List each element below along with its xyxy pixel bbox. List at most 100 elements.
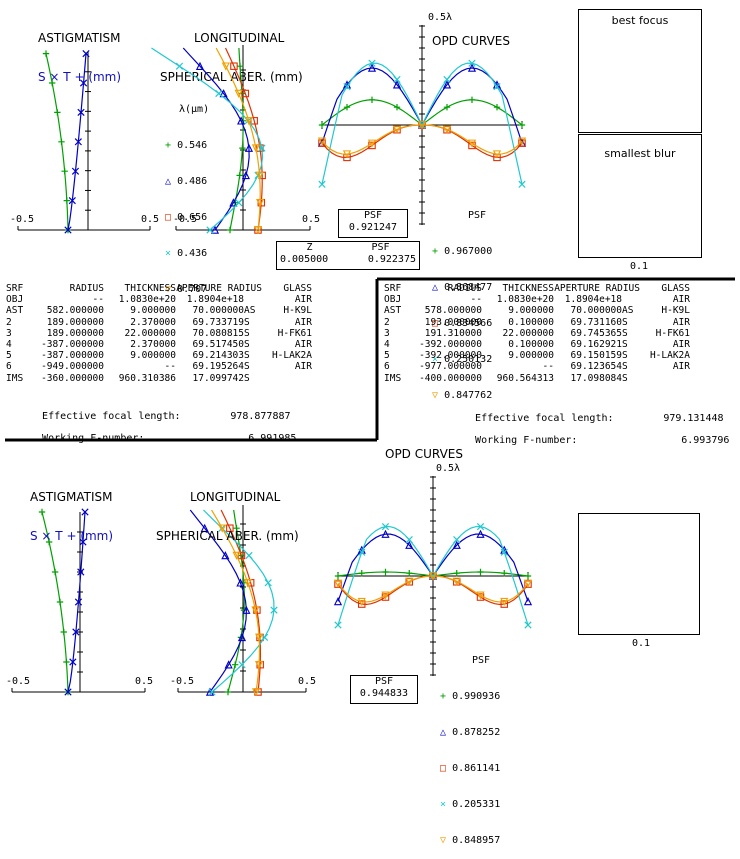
- cross-icon: [81, 508, 89, 516]
- triangle-down-icon: [221, 62, 230, 71]
- cross-icon: [245, 551, 253, 560]
- top-lsa-tick-left: -0.5: [173, 214, 198, 225]
- square-icon: [500, 600, 508, 608]
- cross-icon: [68, 196, 76, 205]
- table-cell: 69.731160: [570, 316, 622, 328]
- psf-row: + 0.990936: [440, 691, 501, 702]
- plus-icon: [477, 568, 484, 576]
- table-cell: 1.8904e+18: [186, 294, 244, 306]
- cross-icon: [71, 167, 80, 175]
- triangle-down-icon: ▽: [432, 390, 439, 401]
- table-cell: -392.000000: [419, 339, 482, 351]
- table-cell: AIR: [672, 339, 690, 351]
- triangle-icon: [237, 632, 247, 642]
- plus-icon: [54, 109, 61, 116]
- plus-icon: [406, 569, 413, 577]
- triangle-down-icon: [255, 633, 264, 642]
- plus-icon: [63, 658, 70, 666]
- plus-icon: [358, 569, 365, 577]
- cross-icon: [358, 548, 366, 556]
- square-icon: [357, 600, 366, 608]
- z-psf-box: Z PSF 0.005000 0.922375: [276, 241, 420, 270]
- square-icon: [318, 139, 326, 147]
- table-cell: S: [244, 316, 250, 328]
- table-cell: 2.370000: [130, 316, 176, 328]
- opd-curve: [337, 575, 529, 603]
- plus-icon: [453, 569, 460, 577]
- table-cell: --: [542, 361, 554, 373]
- table-cell: 189.000000: [46, 327, 104, 339]
- table-cell: 70.000000: [192, 305, 244, 317]
- table-cell: H-FK61: [277, 327, 312, 339]
- table-cell: 69.733719: [192, 316, 244, 328]
- triangle-icon: [333, 597, 343, 606]
- table-cell: 9.000000: [130, 350, 176, 362]
- plus-icon: [224, 688, 232, 696]
- cross-icon: [74, 598, 83, 606]
- triangle-down-icon: [255, 198, 265, 208]
- table-cell: 2: [384, 316, 390, 328]
- table-cell: 193.000000: [424, 316, 482, 328]
- triangle-down-icon: [442, 125, 452, 134]
- table-cell: -400.000000: [419, 372, 482, 384]
- column-header: SRF: [384, 283, 402, 294]
- table-cell: S: [622, 327, 628, 339]
- table-row: IMS -400.000000 960.564313 17.098084 S: [384, 373, 690, 384]
- cross-icon: [381, 523, 390, 531]
- opd-curve: [321, 124, 523, 155]
- table-cell: S: [622, 339, 628, 351]
- plus-icon: [343, 103, 351, 111]
- plus-icon: [393, 103, 401, 111]
- bottom-psf-legend: PSF + 0.990936 △ 0.878252 □ 0.861141 × 0…: [440, 655, 501, 846]
- table-cell: 0.100000: [508, 339, 554, 351]
- triangle-icon: [244, 143, 254, 152]
- table-cell: AIR: [294, 316, 312, 328]
- square-icon: [226, 524, 234, 532]
- square-icon: □: [165, 212, 172, 223]
- table-cell: [622, 294, 640, 305]
- table-cell: 69.162921: [570, 339, 622, 351]
- cross-icon: [206, 226, 214, 234]
- triangle-icon: [523, 597, 533, 606]
- table-cell: 582.000000: [46, 305, 104, 317]
- table-cell: 1.0830e+20: [496, 294, 554, 306]
- table-cell: IMS: [6, 372, 24, 384]
- column-header: GLASS: [661, 283, 690, 294]
- table-cell: 22.000000: [502, 327, 554, 339]
- table-cell: S: [244, 372, 250, 384]
- triangle-down-icon: [251, 688, 261, 697]
- cross-icon: [77, 568, 85, 576]
- cross-icon: [476, 523, 485, 531]
- triangle-icon: [367, 63, 377, 72]
- triangle-down-icon: [417, 121, 427, 130]
- table-row: 2 193.000000 0.100000 69.731160 S AIR: [384, 317, 690, 328]
- cross-icon: [258, 144, 266, 152]
- cross-icon: ×: [165, 248, 172, 259]
- triangle-down-icon: [367, 139, 377, 148]
- top-wavelength-legend: λ(μm) + 0.546 △ 0.486 □ 0.656 × 0.436 ▽ …: [165, 80, 209, 308]
- psf-row: ▽ 0.847762: [432, 390, 493, 401]
- cross-icon: [238, 661, 246, 669]
- table-header: SRF RADIUS THICKNESS APERTURE RADIUS GLASS: [384, 283, 690, 294]
- table-cell: 70.000000: [570, 305, 622, 317]
- cross-icon: [82, 49, 90, 58]
- table-cell: 2: [6, 316, 12, 328]
- legend-row: □ 0.656: [165, 212, 208, 223]
- triangle-icon: [405, 540, 414, 549]
- cross-icon: [215, 89, 223, 98]
- bottom-astig-tick-left: -0.5: [6, 676, 31, 687]
- table-cell: 69.123654: [570, 361, 622, 373]
- table-cell: 17.098084: [570, 372, 622, 384]
- table-cell: 9.000000: [130, 305, 176, 317]
- table-cell: 4: [6, 339, 12, 351]
- cross-icon: ×: [432, 354, 439, 365]
- cross-icon: [343, 82, 351, 91]
- table-cell: --: [164, 361, 176, 373]
- plus-icon: [233, 525, 240, 532]
- table-cell: 1.0830e+20: [118, 294, 176, 306]
- table-cell: AIR: [294, 294, 312, 306]
- cross-icon: [74, 138, 82, 146]
- table-row: AST 582.000000 9.000000 70.000000 AS H-K9L: [6, 305, 312, 316]
- square-icon: □: [432, 318, 439, 329]
- top-spot-scale: 0.1: [630, 261, 649, 272]
